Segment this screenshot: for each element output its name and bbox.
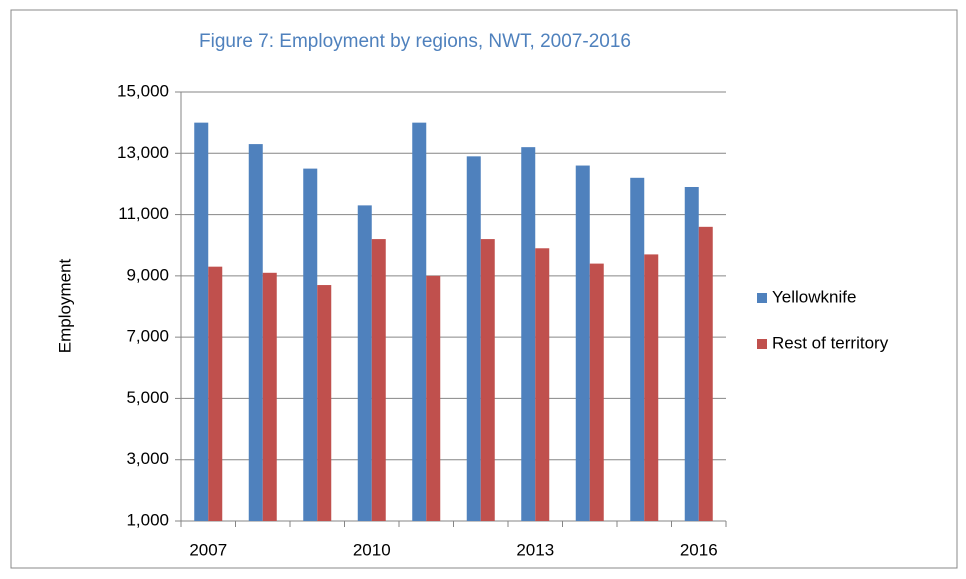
x-tick-label: 2013 <box>516 540 554 559</box>
legend-label: Yellowknife <box>772 287 856 306</box>
legend-swatch <box>757 293 767 303</box>
bar <box>371 239 386 522</box>
bar <box>521 147 536 521</box>
bar <box>466 156 481 521</box>
bar <box>480 239 495 522</box>
bar <box>589 263 604 521</box>
bar <box>317 285 332 521</box>
y-axis-label: Employment <box>55 258 74 353</box>
x-tick-label: 2007 <box>189 540 227 559</box>
bar <box>262 272 277 521</box>
bar <box>357 205 372 521</box>
bar <box>575 165 590 522</box>
bar <box>698 226 713 522</box>
y-tick-label: 13,000 <box>117 143 169 162</box>
y-tick-label: 11,000 <box>118 204 169 223</box>
y-tick-label: 3,000 <box>126 449 169 468</box>
bar <box>644 254 659 521</box>
legend-label: Rest of territory <box>772 333 889 352</box>
bar <box>535 248 550 521</box>
bar <box>684 186 699 521</box>
y-tick-label: 15,000 <box>117 81 169 100</box>
bar <box>194 122 209 522</box>
bar <box>426 275 441 521</box>
x-tick-label: 2016 <box>680 540 718 559</box>
legend-swatch <box>757 339 767 349</box>
chart-title: Figure 7: Employment by regions, NWT, 20… <box>199 31 631 52</box>
x-tick-label: 2010 <box>353 540 391 559</box>
y-tick-label: 5,000 <box>126 388 169 407</box>
bar <box>248 144 263 522</box>
bar <box>303 168 318 521</box>
bar <box>208 266 223 521</box>
y-tick-label: 9,000 <box>126 265 169 284</box>
bar <box>412 122 427 522</box>
bar <box>630 177 645 522</box>
y-tick-label: 1,000 <box>126 510 169 529</box>
y-tick-label: 7,000 <box>126 327 169 346</box>
